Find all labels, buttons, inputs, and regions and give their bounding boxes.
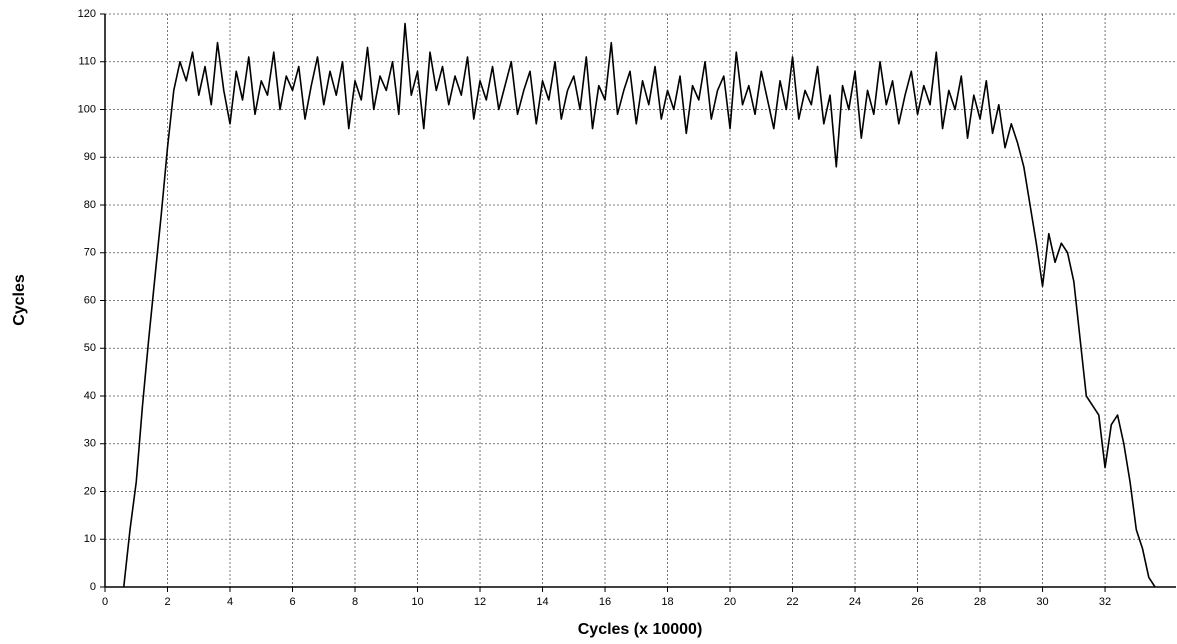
y-tick-label: 70 — [84, 247, 96, 259]
x-tick-label: 30 — [1036, 596, 1048, 608]
x-tick-label: 10 — [411, 596, 423, 608]
data-line — [122, 22, 1156, 588]
x-tick-label: 14 — [536, 596, 548, 608]
y-tick-label: 30 — [84, 438, 96, 450]
x-axis-title: Cycles (x 10000) — [578, 621, 703, 638]
y-axis-title: Cycles — [11, 274, 28, 326]
y-tick-label: 120 — [78, 8, 96, 20]
x-tick-label: 12 — [474, 596, 486, 608]
x-tick-label: 26 — [911, 596, 923, 608]
x-tick-label: 24 — [849, 596, 861, 608]
y-tick-label: 90 — [84, 151, 96, 163]
x-tick-label: 28 — [974, 596, 986, 608]
y-tick-label: 60 — [84, 294, 96, 306]
y-tick-label: 40 — [84, 390, 96, 402]
y-tick-label: 100 — [78, 103, 96, 115]
x-tick-label: 16 — [599, 596, 611, 608]
y-tick-label: 50 — [84, 342, 96, 354]
y-tick-label: 110 — [78, 56, 96, 68]
y-tick-label: 10 — [84, 533, 96, 545]
x-tick-label: 20 — [724, 596, 736, 608]
x-tick-label: 2 — [164, 596, 170, 608]
x-tick-label: 6 — [289, 596, 295, 608]
x-tick-label: 32 — [1099, 596, 1111, 608]
x-tick-label: 4 — [227, 596, 233, 608]
y-tick-label: 80 — [84, 199, 96, 211]
x-tick-label: 18 — [661, 596, 673, 608]
x-tick-label: 0 — [102, 596, 108, 608]
y-tick-label: 0 — [90, 581, 96, 593]
y-tick-label: 20 — [84, 485, 96, 497]
x-tick-label: 22 — [786, 596, 798, 608]
x-tick-label: 8 — [352, 596, 358, 608]
